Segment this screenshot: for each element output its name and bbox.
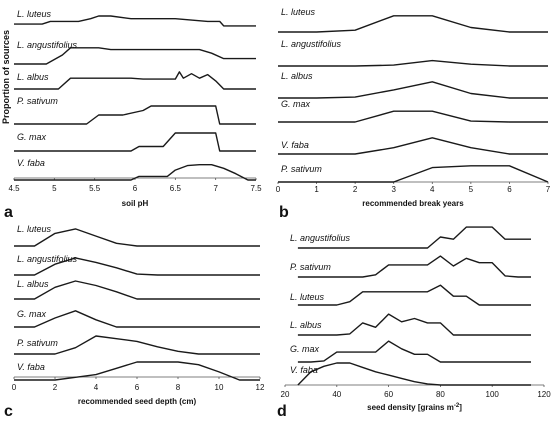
series-line-lluteus xyxy=(297,284,531,306)
x-tick-label: 0 xyxy=(12,383,17,392)
x-tick-label: 6 xyxy=(135,383,140,392)
series-label: G. max xyxy=(281,99,311,109)
series-label: L. luteus xyxy=(17,9,52,19)
x-tick-label: 6 xyxy=(507,185,512,194)
panel-letter: b xyxy=(279,204,289,221)
y-axis-label: Proportion of sources xyxy=(1,30,11,124)
x-tick-label: 10 xyxy=(215,383,224,392)
x-axis-label: soil pH xyxy=(122,199,149,208)
x-tick-label: 5 xyxy=(469,185,474,194)
series-label: L. albus xyxy=(17,279,49,289)
series-line-langustifolius xyxy=(278,59,548,67)
x-tick-label: 7 xyxy=(546,185,551,194)
x-tick-label: 0 xyxy=(276,185,281,194)
x-tick-label: 3 xyxy=(391,185,396,194)
series-line-vfaba xyxy=(278,137,548,155)
series-line-gmax xyxy=(297,340,531,363)
series-line-vfaba xyxy=(297,362,531,386)
series-line-gmax xyxy=(278,110,548,123)
x-tick-label: 5.5 xyxy=(89,184,101,193)
x-tick-label: 12 xyxy=(256,383,265,392)
x-tick-label: 120 xyxy=(537,390,551,399)
series-line-gmax xyxy=(14,310,260,328)
series-label: V. faba xyxy=(281,140,309,150)
chart-panel-d: 20 40 60 80 100 120 seed density [grains m-2] d… xyxy=(277,226,551,420)
series-label: G. max xyxy=(290,344,320,354)
series-line-lluteus xyxy=(14,228,260,247)
x-tick-label: 100 xyxy=(486,390,500,399)
series-label: G. max xyxy=(17,309,47,319)
x-tick-label: 2 xyxy=(353,185,358,194)
x-tick-label: 40 xyxy=(332,390,341,399)
series-line-lalbus xyxy=(14,280,260,300)
x-tick-label: 6 xyxy=(133,184,138,193)
x-axis-label: recommended break years xyxy=(362,199,464,208)
series-line-vfaba xyxy=(14,361,260,381)
series-label: L. luteus xyxy=(17,224,52,234)
series-label: V. faba xyxy=(17,362,45,372)
series-label: L. angustifolius xyxy=(290,233,351,243)
series-line-psativum xyxy=(14,335,260,355)
series-line-lalbus xyxy=(278,81,548,99)
x-tick-label: 7 xyxy=(213,184,218,193)
series-label: L. albus xyxy=(290,320,322,330)
series-line-lluteus xyxy=(14,15,256,27)
series-label: V. faba xyxy=(290,365,318,375)
series-label: V. faba xyxy=(17,158,45,168)
x-tick-label: 4 xyxy=(430,185,435,194)
series-line-langustifolius xyxy=(14,257,260,276)
series-label: L. albus xyxy=(17,72,49,82)
x-tick-label: 1 xyxy=(314,185,319,194)
series-line-lalbus xyxy=(297,313,531,336)
series-line-psativum xyxy=(14,105,256,125)
series-label: G. max xyxy=(17,132,47,142)
series-label: P. sativum xyxy=(17,338,58,348)
x-axis-label-superscript: -2 xyxy=(454,403,460,409)
chart-panel-b: 0 1 2 3 4 5 6 7 recommended break years b L. luteu… xyxy=(276,7,551,221)
series-label: L. luteus xyxy=(281,7,316,17)
x-tick-label: 7.5 xyxy=(250,184,262,193)
x-axis-label: seed density [grains m-2] xyxy=(367,403,462,412)
series-label: L. angustifolius xyxy=(281,39,342,49)
chart-panel-c: 0 2 4 6 8 10 12 recommended seed depth (cm) c L. … xyxy=(4,224,265,420)
series-line-lluteus xyxy=(278,15,548,33)
series-line-gmax xyxy=(14,132,256,152)
x-tick-label: 20 xyxy=(281,390,290,399)
series-label: P. sativum xyxy=(17,96,58,106)
panel-letter: d xyxy=(277,403,287,420)
x-tick-label: 2 xyxy=(53,383,58,392)
series-line-vfaba xyxy=(14,163,256,181)
series-label: P. sativum xyxy=(290,262,331,272)
series-label: L. albus xyxy=(281,71,313,81)
x-axis-label: recommended seed depth (cm) xyxy=(78,397,197,406)
series-label: P. sativum xyxy=(281,164,322,174)
series-line-psativum xyxy=(297,255,531,278)
series-label: L. angustifolius xyxy=(17,40,78,50)
x-tick-label: 8 xyxy=(176,383,181,392)
series-line-langustifolius xyxy=(14,47,256,65)
series-line-langustifolius xyxy=(297,226,531,249)
panel-letter: c xyxy=(4,403,13,420)
series-line-psativum xyxy=(278,165,549,183)
series-line-lalbus xyxy=(14,71,256,90)
panel-letter: a xyxy=(4,204,13,221)
x-tick-label: 60 xyxy=(384,390,393,399)
x-tick-label: 4 xyxy=(94,383,99,392)
x-tick-label: 80 xyxy=(436,390,445,399)
series-label: L. luteus xyxy=(290,292,325,302)
series-label: L. angustifolius xyxy=(17,254,78,264)
x-tick-label: 6.5 xyxy=(170,184,182,193)
x-axis-label-suffix: ] xyxy=(459,403,462,412)
x-tick-label: 5 xyxy=(52,184,57,193)
chart-panel-a: 4.5 5 5.5 6 6.5 7 7.5 soil pH a Proportion of sou… xyxy=(1,9,262,221)
x-tick-label: 4.5 xyxy=(8,184,20,193)
